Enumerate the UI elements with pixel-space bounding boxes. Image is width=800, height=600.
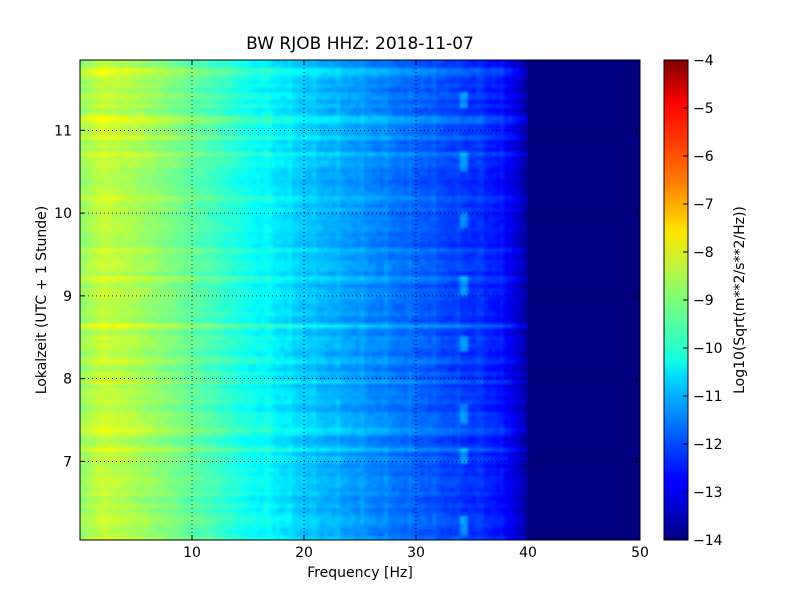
colorbar-tick-label: −10 [693,341,723,357]
grid-lines [80,60,640,540]
plot-frame [79,59,641,541]
colorbar-tick-label: −13 [693,485,723,501]
y-tick-label: 9 [63,289,72,305]
x-tick-label: 20 [295,545,313,561]
y-tick-label: 8 [63,372,72,388]
x-tick-label: 40 [519,545,537,561]
colorbar-tick-label: −4 [693,53,714,69]
colorbar-tick-label: −11 [693,389,723,405]
x-tick-label: 10 [183,545,201,561]
x-axis-ticks: 10 20 30 40 50 [183,60,649,561]
colorbar-ticks: −4 −5 −6 −7 −8 −9 −10 −11 −12 −13 −14 [683,53,723,549]
colorbar-tick-label: −9 [693,293,714,309]
y-tick-label: 11 [54,123,72,139]
x-tick-label: 30 [407,545,425,561]
colorbar-label: Log10(Sqrt(m**2/s**2/Hz)) [732,206,748,394]
x-axis-label: Frequency [Hz] [307,565,413,581]
chart-title: BW RJOB HHZ: 2018-11-07 [246,34,474,54]
y-tick-label: 10 [54,206,72,222]
colorbar-tick-label: −6 [693,149,714,165]
spectrogram-image [80,60,640,540]
x-tick-label: 50 [631,545,649,561]
y-axis-label: Lokalzeit (UTC + 1 Stunde) [34,206,50,395]
y-axis-ticks: 7 8 9 10 11 [54,123,640,470]
spectrogram-heatmap [80,60,640,540]
colorbar-tick-label: −12 [693,437,723,453]
colorbar-tick-label: −5 [693,101,714,117]
colorbar-tick-label: −7 [693,197,714,213]
colorbar-tick-label: −14 [693,533,723,549]
colorbar-tick-label: −8 [693,245,714,261]
y-tick-label: 7 [63,454,72,470]
